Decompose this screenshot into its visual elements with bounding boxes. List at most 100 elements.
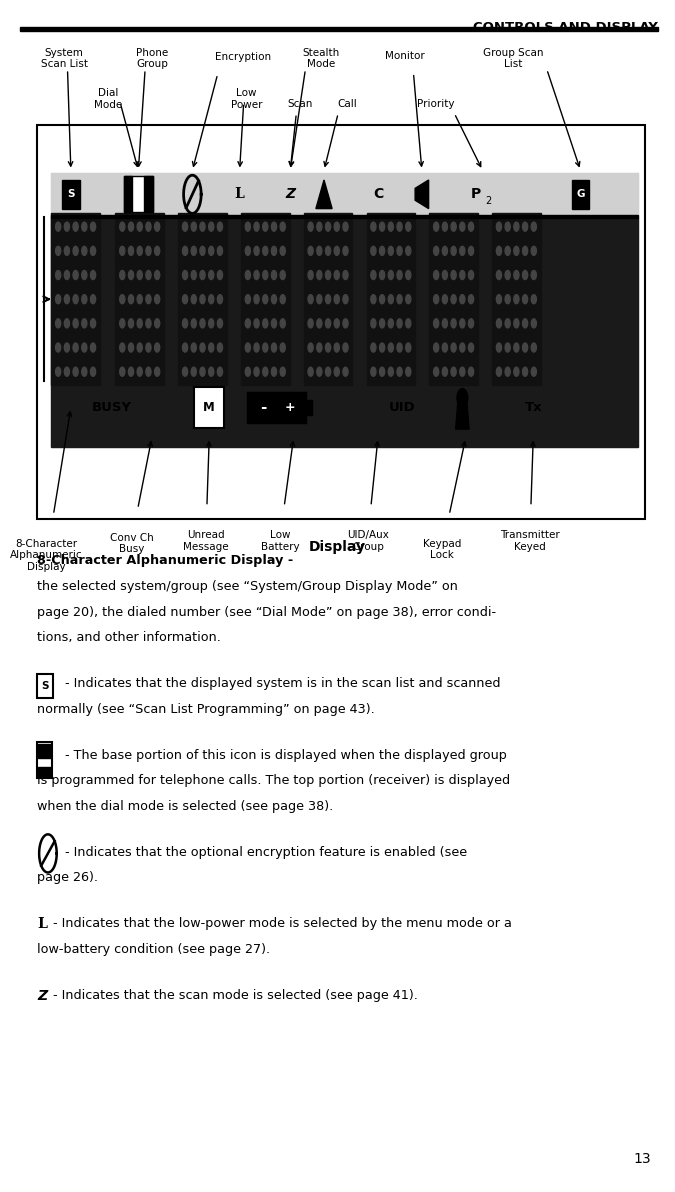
Circle shape <box>505 247 510 255</box>
Text: Z: Z <box>286 187 295 201</box>
Circle shape <box>406 247 411 255</box>
Circle shape <box>191 343 196 352</box>
Circle shape <box>433 367 439 377</box>
Text: 13: 13 <box>634 1151 651 1166</box>
Circle shape <box>334 247 340 255</box>
Circle shape <box>468 343 474 352</box>
Circle shape <box>90 294 96 304</box>
Circle shape <box>317 271 322 280</box>
Circle shape <box>182 343 188 352</box>
Circle shape <box>209 294 214 304</box>
Circle shape <box>82 294 87 304</box>
Circle shape <box>397 247 402 255</box>
Text: page 26).: page 26). <box>37 871 98 884</box>
Text: System
Scan List: System Scan List <box>40 48 88 69</box>
Circle shape <box>182 367 188 377</box>
Circle shape <box>119 222 125 231</box>
Circle shape <box>451 367 456 377</box>
Circle shape <box>325 343 331 352</box>
Circle shape <box>191 271 196 280</box>
Circle shape <box>514 222 519 231</box>
Circle shape <box>468 271 474 280</box>
Circle shape <box>505 367 510 377</box>
Circle shape <box>379 367 385 377</box>
Circle shape <box>531 271 537 280</box>
Text: Phone
Group: Phone Group <box>136 48 168 69</box>
Circle shape <box>245 318 250 328</box>
Circle shape <box>317 318 322 328</box>
Circle shape <box>317 222 322 231</box>
Circle shape <box>245 247 250 255</box>
Circle shape <box>371 271 376 280</box>
Bar <box>37 741 52 777</box>
Circle shape <box>397 343 402 352</box>
Circle shape <box>442 222 448 231</box>
Circle shape <box>388 247 394 255</box>
Text: Call: Call <box>338 99 358 108</box>
Circle shape <box>90 367 96 377</box>
Circle shape <box>317 247 322 255</box>
Text: Transmitter
Keyed: Transmitter Keyed <box>500 530 560 552</box>
Circle shape <box>505 271 510 280</box>
Circle shape <box>254 222 259 231</box>
Circle shape <box>522 271 528 280</box>
Circle shape <box>245 222 250 231</box>
Circle shape <box>388 367 394 377</box>
Circle shape <box>263 222 268 231</box>
Circle shape <box>271 318 277 328</box>
Bar <box>130 194 146 209</box>
Text: - Indicates that the scan mode is selected (see page 41).: - Indicates that the scan mode is select… <box>49 989 418 1001</box>
Circle shape <box>263 271 268 280</box>
Circle shape <box>433 294 439 304</box>
Circle shape <box>514 294 519 304</box>
Circle shape <box>271 222 277 231</box>
Circle shape <box>388 318 394 328</box>
Circle shape <box>217 343 223 352</box>
Circle shape <box>64 247 70 255</box>
Circle shape <box>514 343 519 352</box>
Circle shape <box>308 271 313 280</box>
Circle shape <box>200 294 205 304</box>
Circle shape <box>460 294 465 304</box>
Circle shape <box>254 343 259 352</box>
Circle shape <box>379 318 385 328</box>
Text: Unread
Message: Unread Message <box>183 530 229 552</box>
Circle shape <box>217 271 223 280</box>
Text: P: P <box>470 187 481 201</box>
Circle shape <box>119 367 125 377</box>
Text: Low
Battery: Low Battery <box>261 530 300 552</box>
Bar <box>124 176 153 212</box>
Circle shape <box>55 222 61 231</box>
Bar <box>62 180 80 209</box>
Bar <box>51 215 638 218</box>
Bar <box>37 125 645 519</box>
Circle shape <box>200 247 205 255</box>
Circle shape <box>209 367 214 377</box>
Circle shape <box>137 318 142 328</box>
Circle shape <box>325 367 331 377</box>
Circle shape <box>64 318 70 328</box>
Circle shape <box>468 367 474 377</box>
Bar <box>51 173 638 447</box>
Circle shape <box>397 271 402 280</box>
Circle shape <box>371 294 376 304</box>
Circle shape <box>280 271 286 280</box>
Text: 2: 2 <box>485 197 491 206</box>
Circle shape <box>155 318 160 328</box>
Circle shape <box>505 294 510 304</box>
Text: S: S <box>41 681 49 691</box>
Bar <box>51 218 638 447</box>
Circle shape <box>343 343 348 352</box>
Circle shape <box>451 222 456 231</box>
Circle shape <box>182 318 188 328</box>
Circle shape <box>146 247 151 255</box>
Circle shape <box>90 318 96 328</box>
Bar <box>144 176 153 212</box>
Circle shape <box>522 247 528 255</box>
Circle shape <box>388 271 394 280</box>
Polygon shape <box>415 180 429 209</box>
Circle shape <box>280 247 286 255</box>
Bar <box>124 176 132 212</box>
Bar <box>572 180 589 209</box>
Circle shape <box>460 247 465 255</box>
